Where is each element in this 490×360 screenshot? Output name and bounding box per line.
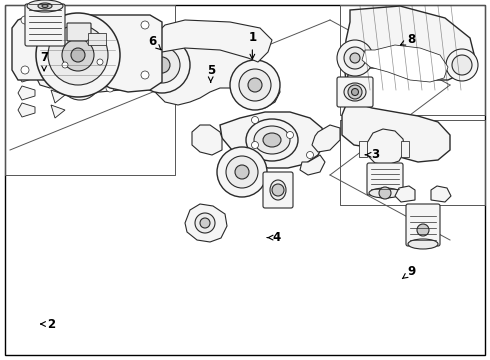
Polygon shape — [65, 48, 148, 92]
Polygon shape — [192, 125, 222, 155]
Circle shape — [287, 131, 294, 139]
Circle shape — [106, 84, 114, 92]
Circle shape — [217, 147, 267, 197]
Circle shape — [248, 78, 262, 92]
Ellipse shape — [246, 119, 298, 161]
Circle shape — [348, 85, 362, 99]
FancyBboxPatch shape — [406, 204, 440, 246]
Circle shape — [230, 60, 280, 110]
Circle shape — [87, 39, 93, 45]
Circle shape — [251, 141, 259, 149]
Circle shape — [351, 89, 359, 95]
Circle shape — [235, 165, 249, 179]
Circle shape — [154, 57, 170, 73]
Polygon shape — [51, 60, 65, 73]
Ellipse shape — [408, 239, 438, 249]
Polygon shape — [395, 186, 415, 202]
Circle shape — [81, 88, 89, 96]
Text: 2: 2 — [41, 318, 55, 330]
Polygon shape — [51, 75, 65, 88]
Circle shape — [74, 74, 86, 86]
Circle shape — [379, 187, 391, 199]
Ellipse shape — [263, 133, 281, 147]
Text: 4: 4 — [267, 231, 281, 244]
Circle shape — [307, 152, 314, 158]
Circle shape — [446, 49, 478, 81]
Text: 5: 5 — [207, 64, 215, 82]
Ellipse shape — [38, 3, 52, 9]
Text: 6: 6 — [148, 35, 161, 50]
Polygon shape — [35, 45, 72, 88]
Circle shape — [101, 66, 109, 74]
Circle shape — [141, 71, 149, 79]
Text: 1: 1 — [248, 31, 256, 59]
Polygon shape — [312, 125, 340, 152]
Polygon shape — [51, 90, 65, 103]
Circle shape — [251, 117, 259, 123]
Polygon shape — [362, 45, 448, 82]
Polygon shape — [18, 68, 35, 82]
Ellipse shape — [27, 0, 63, 12]
Circle shape — [452, 55, 472, 75]
Circle shape — [21, 16, 29, 24]
Polygon shape — [18, 86, 35, 100]
Circle shape — [62, 39, 94, 71]
Bar — [88, 33, 106, 45]
Circle shape — [141, 21, 149, 29]
Circle shape — [97, 59, 103, 65]
Polygon shape — [220, 112, 325, 168]
Circle shape — [350, 53, 360, 63]
Polygon shape — [342, 6, 475, 162]
FancyBboxPatch shape — [25, 4, 65, 46]
Polygon shape — [152, 20, 272, 62]
Polygon shape — [185, 204, 227, 242]
Circle shape — [417, 224, 429, 236]
Circle shape — [200, 218, 210, 228]
Ellipse shape — [270, 180, 286, 200]
Circle shape — [195, 213, 215, 233]
Circle shape — [239, 69, 271, 101]
FancyBboxPatch shape — [337, 77, 373, 107]
Circle shape — [134, 37, 190, 93]
Text: 8: 8 — [400, 33, 416, 46]
Circle shape — [144, 47, 180, 83]
Polygon shape — [135, 35, 280, 108]
Text: 7: 7 — [40, 51, 48, 71]
Bar — [401, 141, 409, 157]
Circle shape — [344, 47, 366, 69]
Circle shape — [36, 13, 120, 97]
Bar — [359, 141, 367, 157]
Circle shape — [337, 40, 373, 76]
Ellipse shape — [369, 188, 401, 198]
FancyBboxPatch shape — [67, 23, 91, 41]
Circle shape — [48, 25, 108, 85]
FancyBboxPatch shape — [263, 172, 293, 208]
Polygon shape — [12, 15, 162, 92]
Text: 3: 3 — [365, 148, 379, 161]
Circle shape — [226, 156, 258, 188]
Circle shape — [71, 48, 85, 62]
Polygon shape — [18, 103, 35, 117]
Ellipse shape — [42, 5, 48, 8]
Circle shape — [60, 60, 100, 100]
Polygon shape — [367, 129, 405, 165]
Circle shape — [67, 67, 93, 93]
FancyBboxPatch shape — [367, 163, 403, 195]
Polygon shape — [300, 155, 325, 175]
Circle shape — [86, 56, 94, 64]
Circle shape — [62, 62, 68, 68]
Circle shape — [272, 184, 284, 196]
Polygon shape — [51, 105, 65, 118]
Ellipse shape — [344, 83, 366, 101]
Polygon shape — [431, 186, 451, 202]
Ellipse shape — [254, 126, 290, 154]
Text: 9: 9 — [402, 265, 416, 279]
Circle shape — [21, 66, 29, 74]
